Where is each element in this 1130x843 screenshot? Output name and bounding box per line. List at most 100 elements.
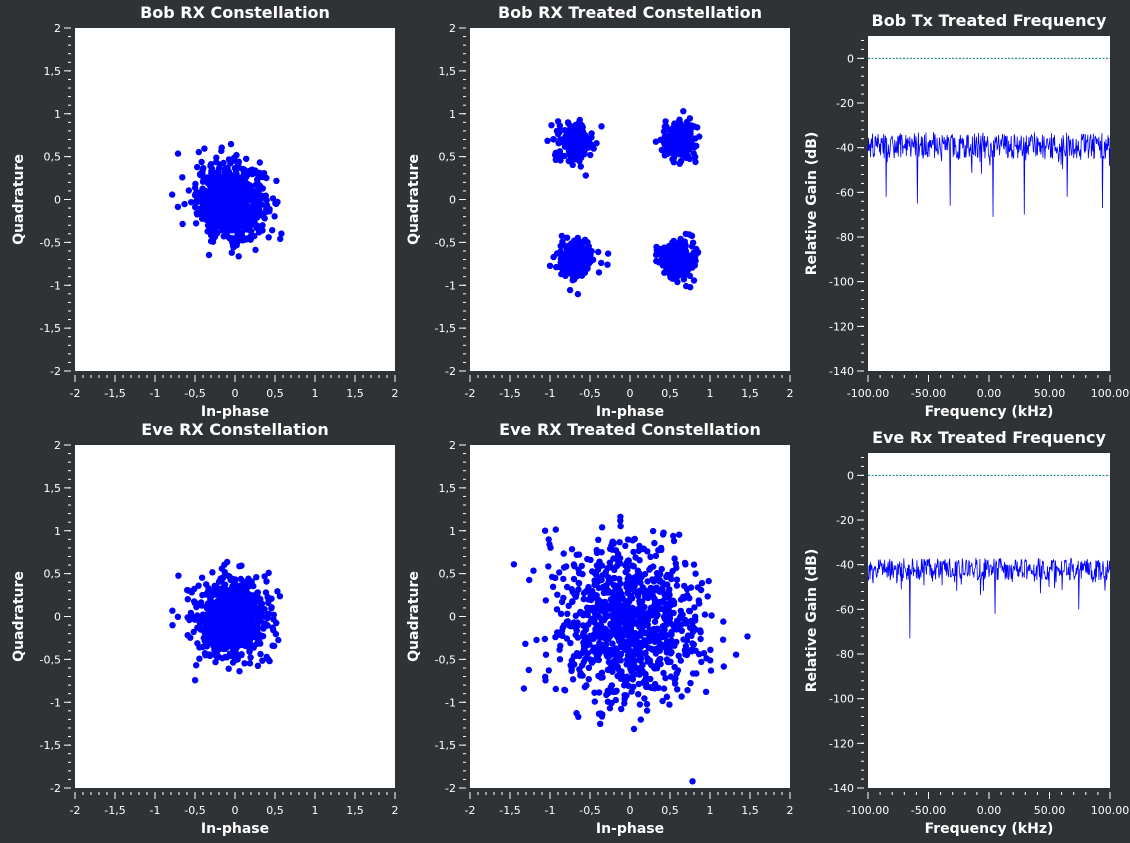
y-tick-label: -140 xyxy=(829,365,854,378)
x-axis-label: In-phase xyxy=(596,404,664,420)
data-point xyxy=(684,632,692,639)
data-point xyxy=(230,583,237,590)
data-point xyxy=(616,539,623,546)
data-point xyxy=(561,687,569,694)
data-point xyxy=(688,646,695,653)
plot-area xyxy=(868,453,1110,788)
scatter-points xyxy=(169,140,285,260)
data-point xyxy=(670,147,678,154)
data-point xyxy=(223,639,231,646)
data-point xyxy=(575,580,583,587)
data-point xyxy=(174,613,182,620)
x-axis-label: In-phase xyxy=(596,821,664,837)
data-point xyxy=(670,532,677,540)
x-tick-label: 1,5 xyxy=(741,804,759,817)
data-point xyxy=(658,146,665,154)
data-point xyxy=(636,542,643,550)
data-point xyxy=(181,200,188,208)
data-point xyxy=(687,617,695,625)
data-point xyxy=(692,570,699,577)
y-tick-label: 2 xyxy=(449,439,456,452)
data-point xyxy=(588,659,596,666)
data-point xyxy=(692,153,699,161)
x-axis-label: In-phase xyxy=(201,404,269,420)
data-point xyxy=(609,640,616,647)
data-point xyxy=(617,513,624,520)
data-point xyxy=(247,654,254,661)
data-point xyxy=(199,178,207,185)
bob-rx-treated-constellation: -2 -1,5 -1 -0,5 0 0,5 1 1,5 2 2 1,5 1 0,5 0 -0,5 -1 -1,5… xyxy=(406,3,794,420)
data-point xyxy=(533,636,540,644)
data-point xyxy=(662,118,669,125)
data-point xyxy=(552,685,559,693)
data-point xyxy=(556,656,564,663)
data-point xyxy=(608,682,616,689)
chart-title: Bob RX Treated Constellation xyxy=(498,3,762,22)
data-point xyxy=(571,237,578,244)
data-point xyxy=(689,670,697,677)
data-point xyxy=(587,556,594,564)
data-point xyxy=(558,598,566,606)
data-point xyxy=(558,232,565,240)
data-point xyxy=(611,662,618,669)
data-point xyxy=(683,137,690,144)
data-point xyxy=(697,627,704,634)
data-point xyxy=(649,646,656,653)
y-tick-label: 2 xyxy=(449,22,456,35)
data-point xyxy=(580,135,588,142)
data-point xyxy=(247,216,254,223)
data-point xyxy=(229,242,237,249)
y-axis-label: Quadrature xyxy=(406,154,422,245)
data-point xyxy=(633,589,640,596)
data-point xyxy=(657,544,665,552)
data-point xyxy=(552,526,559,533)
data-point xyxy=(604,565,611,572)
y-axis-label: Quadrature xyxy=(11,571,27,662)
data-point xyxy=(223,194,230,201)
data-point xyxy=(684,687,691,694)
x-tick-label: 0.00 xyxy=(977,387,1002,400)
data-point xyxy=(671,269,678,277)
data-point xyxy=(636,577,643,584)
data-point xyxy=(567,152,574,160)
data-point xyxy=(672,244,679,251)
y-tick-label: -80 xyxy=(836,648,854,661)
data-point xyxy=(604,631,612,639)
x-tick-label: -2 xyxy=(465,387,476,400)
data-point xyxy=(238,651,245,658)
data-point xyxy=(266,208,273,215)
data-point xyxy=(631,535,638,543)
data-point xyxy=(554,130,562,138)
x-tick-label: -50.00 xyxy=(911,387,946,400)
data-point xyxy=(702,688,710,695)
data-point xyxy=(574,290,582,298)
data-point xyxy=(570,575,578,583)
data-point xyxy=(548,573,556,581)
data-point xyxy=(264,593,271,601)
data-point xyxy=(208,589,215,596)
data-point xyxy=(651,600,659,607)
y-tick-label: 0 xyxy=(449,611,456,624)
spectrum-trace xyxy=(867,557,1111,639)
data-point xyxy=(580,149,588,157)
data-point xyxy=(627,665,634,673)
data-point xyxy=(272,200,279,207)
data-point xyxy=(259,212,266,219)
data-point xyxy=(205,209,212,216)
data-point xyxy=(236,641,244,648)
data-point xyxy=(652,138,660,145)
data-point xyxy=(640,679,647,686)
data-point xyxy=(568,243,575,250)
data-point xyxy=(667,658,674,665)
data-point xyxy=(194,616,202,623)
data-point xyxy=(241,187,248,194)
data-point xyxy=(639,598,646,605)
data-point xyxy=(637,629,644,636)
data-point xyxy=(578,121,585,129)
data-point xyxy=(637,716,644,723)
data-point xyxy=(241,660,248,667)
data-point xyxy=(253,222,260,229)
y-tick-label: 1,5 xyxy=(44,65,62,78)
data-point xyxy=(203,174,211,181)
